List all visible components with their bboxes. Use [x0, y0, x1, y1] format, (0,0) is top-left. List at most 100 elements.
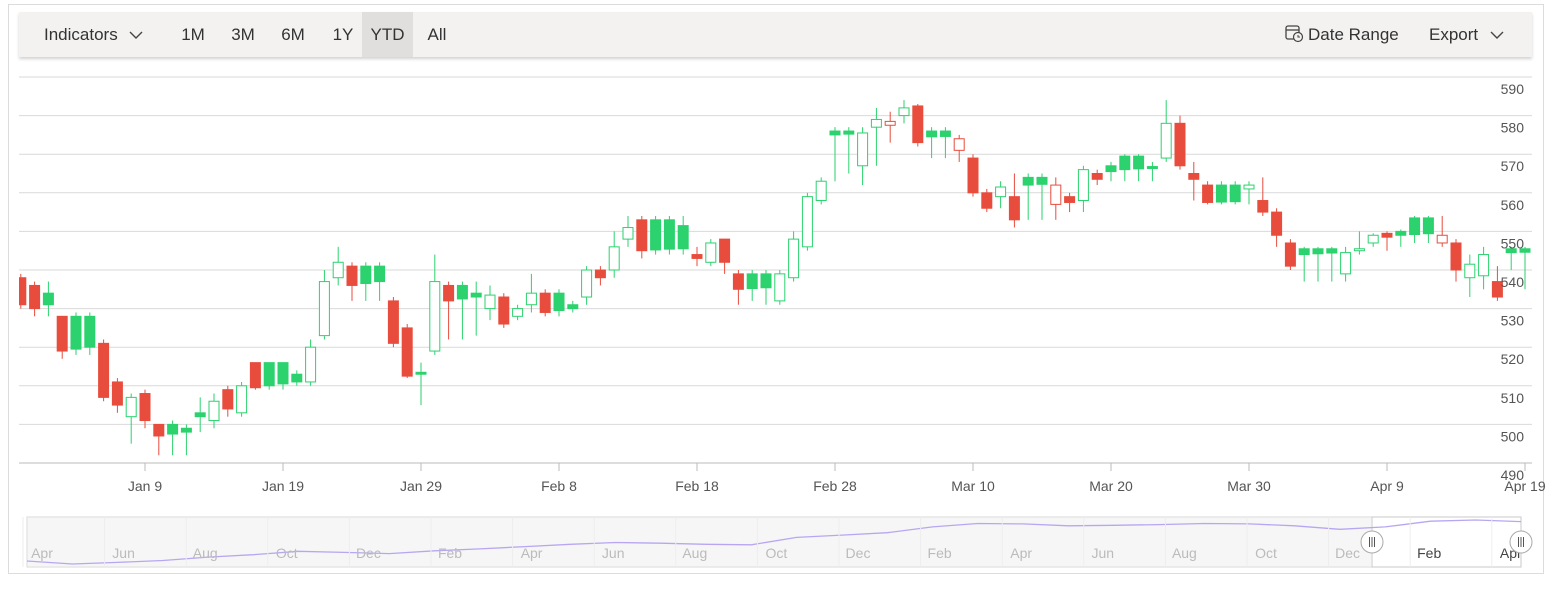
candle-body	[691, 254, 703, 259]
period-button[interactable]: All	[427, 25, 447, 44]
candle-body	[470, 292, 482, 298]
candle-body	[98, 342, 110, 398]
y-tick-label: 540	[1501, 274, 1525, 290]
candle-body	[1409, 217, 1421, 235]
navigator-label: Oct	[1255, 545, 1277, 561]
navigator-label: Jun	[602, 545, 625, 561]
candle-body	[1022, 176, 1034, 186]
period-button[interactable]: 1Y	[332, 25, 354, 44]
candle-body	[1326, 248, 1338, 254]
candle-body	[1491, 281, 1503, 298]
candle-body	[719, 238, 731, 263]
x-tick-label: Jan 19	[262, 478, 304, 494]
candle-body	[263, 362, 275, 387]
navigator: Apr Jun Aug Oct Dec Feb Apr Jun Aug Oct Dec Feb Apr J…	[22, 516, 1533, 568]
candle-body	[1174, 122, 1186, 167]
candle-body	[788, 238, 800, 279]
navigator-label: Jun	[1092, 545, 1115, 561]
navigator-label: Feb	[928, 545, 952, 561]
date-range-button[interactable]: Date Range	[1284, 12, 1399, 57]
navigator-label: Aug	[1172, 545, 1197, 561]
period-button[interactable]: 3M	[231, 25, 255, 44]
candle-body	[1519, 248, 1531, 253]
candle-body	[815, 180, 827, 202]
candle-body	[1188, 173, 1200, 180]
candle-body	[1064, 196, 1076, 203]
candle-body	[429, 281, 441, 352]
candle-body	[1450, 242, 1462, 271]
navigator-label: Dec	[1335, 545, 1360, 561]
candle-body	[525, 292, 537, 306]
candle-body	[650, 219, 662, 251]
candle-body	[705, 242, 717, 263]
y-tick-label: 590	[1501, 81, 1525, 97]
candle-body	[953, 138, 965, 151]
navigator-line	[27, 519, 1521, 565]
calendar-icon	[1285, 25, 1304, 43]
x-tick-label: Feb 8	[541, 478, 577, 494]
candle-body	[111, 381, 123, 406]
candle-body	[843, 130, 855, 135]
chevron	[1490, 31, 1504, 39]
candle-body	[732, 273, 744, 290]
period-button[interactable]: 1M	[181, 25, 205, 44]
candle-body	[981, 192, 993, 209]
x-tick-label: Apr 9	[1370, 478, 1404, 494]
candle-body	[498, 296, 510, 325]
export-menu[interactable]: Export	[1429, 12, 1505, 57]
candle-body	[19, 277, 27, 306]
candle-body	[153, 423, 165, 437]
candle-body	[236, 385, 248, 414]
candle-body	[415, 371, 427, 375]
candle-body	[677, 225, 689, 250]
candle-body	[1395, 230, 1407, 236]
period-button[interactable]: YTD	[362, 12, 413, 57]
candle-body	[1271, 211, 1283, 236]
period-button[interactable]: 6M	[281, 25, 305, 44]
candle-body	[1091, 173, 1103, 180]
candle-body	[1381, 232, 1393, 238]
navigator-label: Oct	[766, 545, 788, 561]
candle-body	[926, 130, 938, 138]
y-tick-label: 570	[1501, 158, 1525, 174]
candle-body	[70, 315, 82, 350]
candle-body	[401, 327, 413, 377]
candle-body	[1077, 169, 1089, 202]
axes: 490 500 510 520 530 540 550 560 570 580 590 Jan 9 Ja…	[19, 81, 1546, 494]
candle-body	[139, 393, 151, 422]
candle-body	[1202, 184, 1214, 203]
candle-body	[760, 273, 772, 289]
x-tick-label: Mar 20	[1089, 478, 1133, 494]
x-tick-label: Jan 29	[400, 478, 442, 494]
candle-body	[1229, 184, 1241, 203]
x-tick-label: Apr 19	[1504, 478, 1545, 494]
candle-body	[222, 389, 234, 410]
candle-body	[291, 373, 303, 383]
y-tick-label: 580	[1501, 120, 1525, 136]
candle-body	[29, 284, 41, 310]
candle-body	[1422, 217, 1434, 235]
candle-body	[539, 292, 551, 313]
candle-body	[829, 130, 841, 136]
chevron	[129, 31, 143, 39]
navigator-label: Oct	[276, 545, 298, 561]
indicators-menu[interactable]: Indicators	[44, 12, 144, 57]
candle-body	[1353, 248, 1365, 252]
navigator-handle[interactable]	[1509, 530, 1533, 554]
x-tick-label: Mar 30	[1227, 478, 1271, 494]
navigator-handle[interactable]	[1360, 530, 1384, 554]
candle-body	[1257, 200, 1269, 213]
date-range-label: Date Range	[1308, 25, 1399, 44]
x-tick-label: Feb 18	[675, 478, 719, 494]
candle-body	[125, 396, 137, 418]
plot-area	[19, 100, 1531, 456]
candle-body	[608, 246, 620, 271]
candle-body	[1133, 155, 1145, 170]
y-tick-label: 500	[1501, 428, 1525, 444]
candle-body	[443, 284, 455, 302]
candle-body	[995, 186, 1007, 198]
candle-body	[56, 315, 68, 352]
y-tick-label: 560	[1501, 197, 1525, 213]
